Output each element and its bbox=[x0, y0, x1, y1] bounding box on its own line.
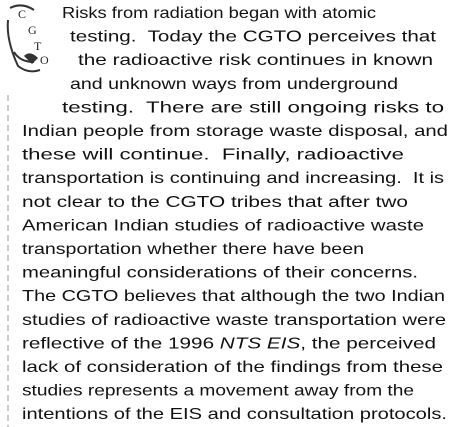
text-line: Risks from radiation began with atomic bbox=[62, 5, 376, 22]
text-line: testing. There are still ongoing risks t… bbox=[62, 99, 444, 116]
text-line: not clear to the CGTO tribes that after … bbox=[22, 194, 408, 211]
text-line: the radioactive risk continues in known bbox=[78, 52, 433, 69]
logo-letter: G bbox=[28, 23, 37, 37]
text-run: NTS EIS bbox=[220, 335, 301, 352]
logo bbox=[6, 4, 41, 73]
text-line: studies represents a movement away from … bbox=[22, 383, 414, 400]
text-run: , the perceived bbox=[300, 335, 436, 352]
text-line: meaningful considerations of their conce… bbox=[22, 265, 418, 282]
text-line: reflective of the 1996 NTS EIS, the perc… bbox=[22, 335, 436, 352]
text-line: transportation whether there have been bbox=[22, 241, 364, 258]
text-line: American Indian studies of radioactive w… bbox=[22, 217, 424, 234]
text-line: Indian people from storage waste disposa… bbox=[22, 123, 448, 140]
text-line: The CGTO believes that although the two … bbox=[22, 288, 445, 305]
text-line: and unknown ways from underground bbox=[70, 76, 398, 93]
logo-letter: O bbox=[40, 53, 49, 67]
logo-letters: CGTO bbox=[18, 7, 49, 67]
logo-bird bbox=[24, 53, 38, 64]
logo-letter: C bbox=[18, 7, 26, 21]
text-run: reflective of the 1996 bbox=[22, 335, 220, 352]
text-line: these will continue. Finally, radioactiv… bbox=[22, 147, 404, 164]
text-line: transportation is continuing and increas… bbox=[22, 170, 444, 187]
text-line: testing. Today the CGTO perceives that bbox=[70, 29, 437, 46]
text-line: intentions of the EIS and consultation p… bbox=[22, 406, 447, 423]
paragraph: Risks from radiation began with atomic te… bbox=[22, 5, 448, 423]
text-line: lack of consideration of the findings fr… bbox=[22, 359, 443, 376]
text-line: studies of radioactive waste transportat… bbox=[22, 312, 446, 329]
logo-letter: T bbox=[34, 39, 42, 53]
